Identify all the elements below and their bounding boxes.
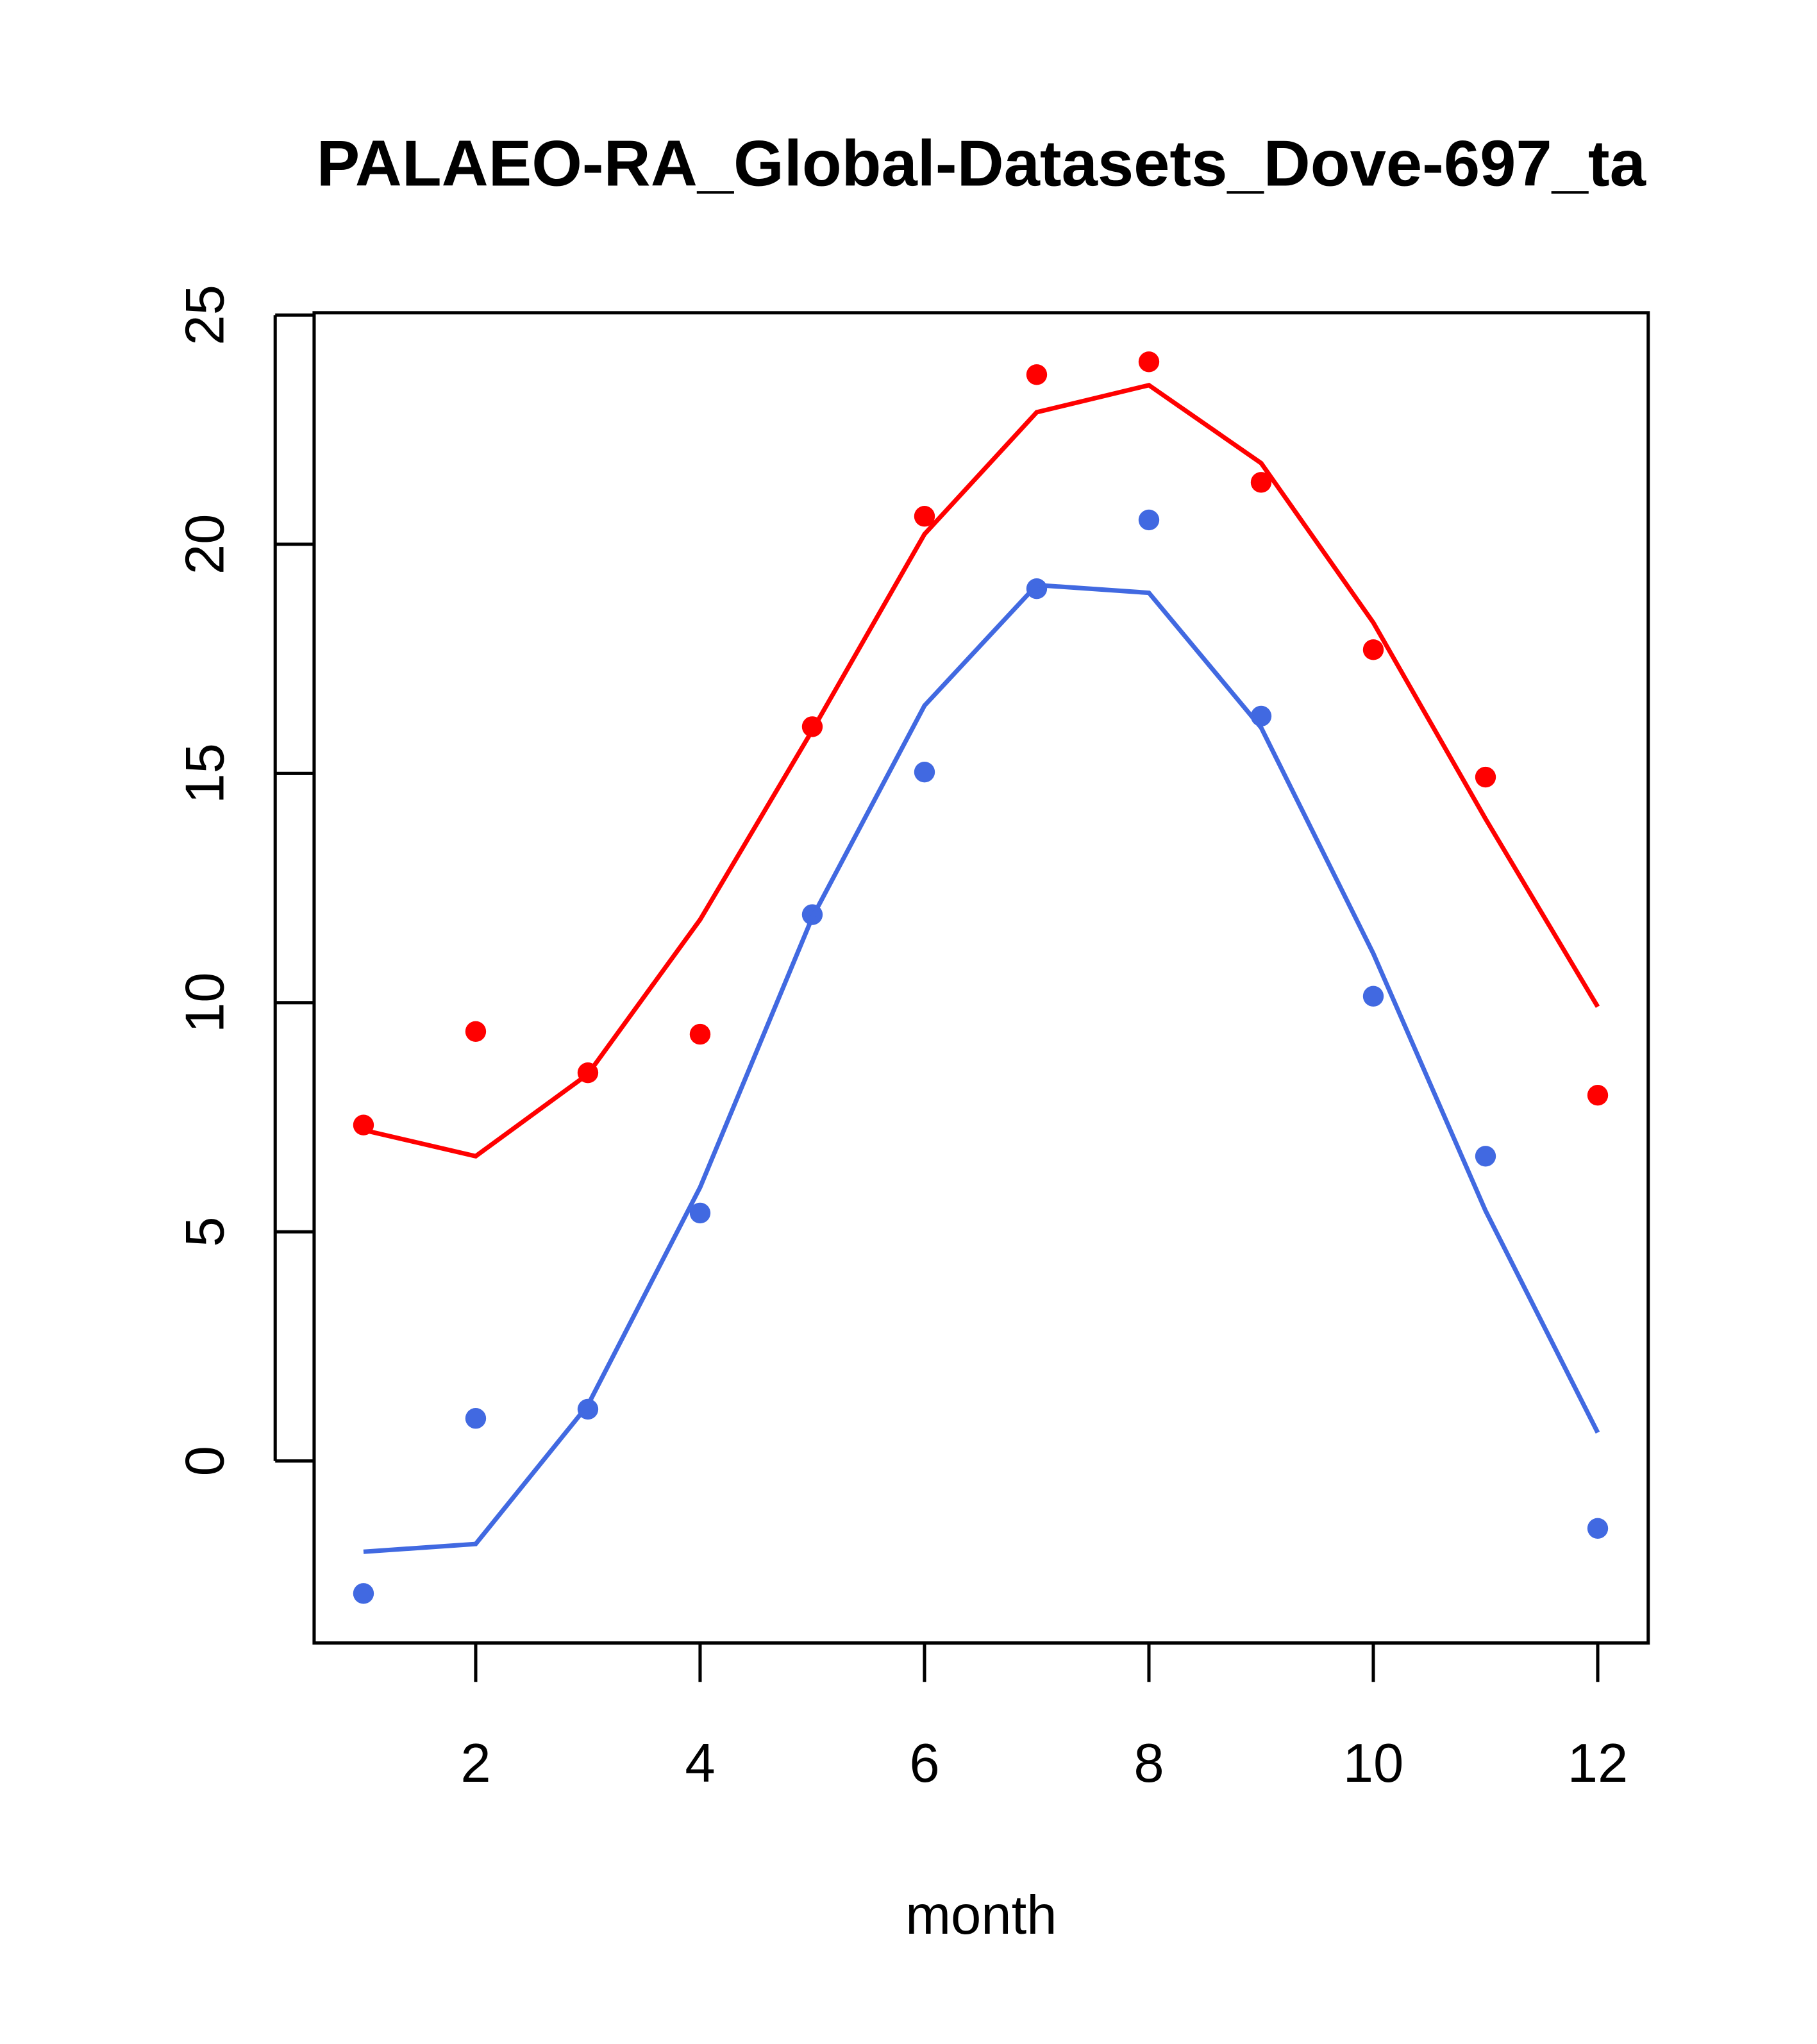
blue-points-point xyxy=(689,1202,711,1224)
chart-title: PALAEO-RA_Global-Datasets_Dove-697_ta xyxy=(317,127,1646,199)
plot-frame xyxy=(312,311,1650,1645)
y-tick-label: 10 xyxy=(174,973,235,1034)
blue-points-point xyxy=(353,1583,374,1604)
x-tick-label: 2 xyxy=(460,1733,490,1794)
red-points-point xyxy=(1475,766,1496,788)
blue-points-point xyxy=(1138,509,1160,531)
y-tick-label: 15 xyxy=(174,743,235,804)
x-tick-label: 10 xyxy=(1343,1733,1404,1794)
red-line-series xyxy=(363,382,1600,1159)
red-points-point xyxy=(914,506,935,527)
blue-line-series xyxy=(363,582,1600,1554)
x-tick-label: 12 xyxy=(1568,1733,1629,1794)
y-tick-label: 20 xyxy=(174,514,235,575)
blue-points-point xyxy=(1362,985,1384,1007)
blue-points-point xyxy=(465,1408,487,1429)
red-points-point xyxy=(1250,472,1272,493)
red-points-point xyxy=(1026,364,1048,385)
red-points-point xyxy=(1362,639,1384,660)
red-points-point xyxy=(689,1023,711,1045)
blue-points-point xyxy=(1475,1146,1496,1167)
blue-points-point xyxy=(914,761,935,783)
blue-points-point xyxy=(1587,1518,1609,1539)
x-tick-label: 8 xyxy=(1134,1733,1164,1794)
x-tick-label: 4 xyxy=(685,1733,715,1794)
red-points-point xyxy=(1138,351,1160,373)
red-points-point xyxy=(1587,1085,1609,1106)
y-tick-label: 25 xyxy=(174,285,235,346)
y-tick-label: 0 xyxy=(174,1446,235,1476)
x-axis-label: month xyxy=(905,1885,1057,1946)
x-tick-label: 6 xyxy=(909,1733,939,1794)
y-tick-label: 5 xyxy=(174,1217,235,1247)
red-points-point xyxy=(465,1021,487,1043)
